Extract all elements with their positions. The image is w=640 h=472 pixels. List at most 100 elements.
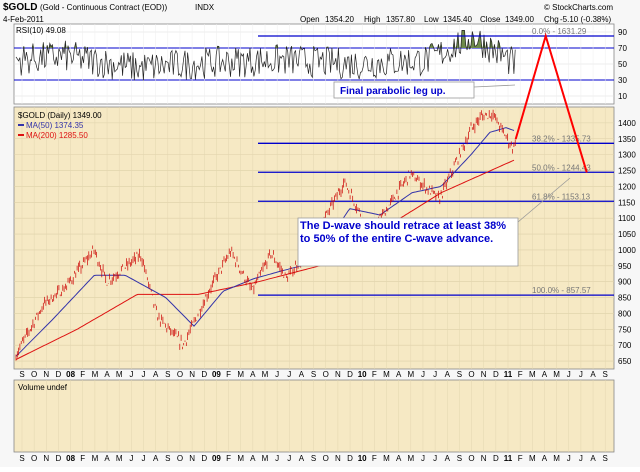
x-tick-label: A [396, 454, 402, 463]
x-tick-label: N [335, 370, 341, 379]
x-tick-label: O [177, 370, 183, 379]
x-axis-bottom: S O N D 08 F M A M J J A S O N D 09 F M A M J J A S O N D 10 F M A M J J A S… [19, 454, 608, 463]
x-tick-label: J [287, 370, 291, 379]
x-tick-label: M [383, 454, 390, 463]
x-tick-label: S [311, 370, 316, 379]
ma50-line [15, 127, 515, 357]
x-tick-label: A [250, 370, 256, 379]
header-high-label: High [364, 15, 380, 24]
x-tick-label: D [347, 454, 353, 463]
x-tick-label: J [275, 370, 279, 379]
x-tick-label: M [553, 454, 560, 463]
fib-label: 61.8% - 1153.13 [532, 192, 591, 201]
x-tick-label: S [165, 454, 170, 463]
x-tick-label: A [104, 454, 110, 463]
rsi-line [15, 30, 516, 81]
x-tick-label: M [262, 454, 269, 463]
x-tick-label: O [31, 370, 37, 379]
x-tick-label: A [153, 370, 159, 379]
x-tick-label: J [433, 370, 437, 379]
header-description: (Gold - Continuous Contract (EOD)) [40, 3, 167, 12]
parabolic-box [333, 81, 475, 99]
price-y-tick: 650 [618, 357, 632, 366]
x-tick-label: J [129, 454, 133, 463]
price-y-tick: 1000 [618, 246, 636, 255]
x-tick-label: M [262, 370, 269, 379]
x-tick-label: 09 [212, 454, 221, 463]
price-y-tick: 1300 [618, 151, 636, 160]
fib-lines: 0.0% - 1631.29 38.2% - 1335.73 50.0% - 124… [258, 27, 614, 296]
x-tick-label: N [481, 454, 487, 463]
x-tick-label: 08 [66, 370, 75, 379]
header-change: -5.10 (-0.38%) [560, 15, 611, 24]
x-tick-label: A [590, 370, 596, 379]
price-legend-ma200: MA(200) 1285.50 [26, 131, 88, 140]
x-tick-label: 11 [504, 454, 513, 463]
x-tick-label: M [237, 454, 244, 463]
x-tick-label: M [407, 370, 414, 379]
x-tick-label: A [445, 454, 451, 463]
rsi-tick: 90 [618, 28, 627, 37]
x-tick-label: N [335, 454, 341, 463]
x-tick-label: A [542, 454, 548, 463]
x-tick-label: M [92, 370, 99, 379]
x-tick-label: F [80, 454, 85, 463]
rsi-grid [14, 24, 614, 104]
x-tick-label: A [153, 454, 159, 463]
price-y-tick: 950 [618, 262, 632, 271]
rsi-tick: 50 [618, 60, 627, 69]
x-tick-label: A [445, 370, 451, 379]
parabolic-text: Final parabolic leg up. [340, 86, 446, 97]
dwave-text: The D-wave should retrace at least 38% t… [300, 220, 507, 245]
x-tick-label: F [80, 370, 85, 379]
header-change-label: Chg [544, 15, 559, 24]
x-tick-label: J [579, 370, 583, 379]
x-tick-label: M [237, 370, 244, 379]
ma200-line [15, 159, 515, 360]
x-tick-label: D [201, 370, 207, 379]
dwave-box [297, 217, 519, 267]
header-symbol: $GOLD [3, 2, 37, 13]
x-tick-label: J [142, 454, 146, 463]
price-y-tick: 1350 [618, 135, 636, 144]
x-tick-label: J [579, 454, 583, 463]
x-tick-label: N [43, 454, 49, 463]
x-tick-label: F [518, 370, 523, 379]
x-tick-label: D [56, 454, 62, 463]
header-close: 1349.00 [505, 15, 534, 24]
x-tick-label: 09 [212, 370, 221, 379]
x-tick-label: O [468, 370, 474, 379]
parabolic-annotation: Final parabolic leg up. [333, 81, 516, 99]
volume-grid [21, 380, 606, 452]
header-watermark: © StockCharts.com [544, 3, 613, 12]
x-tick-label: F [226, 454, 231, 463]
x-tick-label: F [372, 370, 377, 379]
fib-label: 50.0% - 1244.43 [532, 163, 591, 172]
header-high: 1357.80 [386, 15, 415, 24]
x-tick-label: O [31, 454, 37, 463]
fib-label: 38.2% - 1335.73 [532, 134, 591, 143]
parabolic-pointer [473, 84, 516, 88]
price-y-tick: 900 [618, 278, 632, 287]
x-tick-label: S [165, 370, 170, 379]
price-y-tick: 700 [618, 341, 632, 350]
x-tick-label: D [56, 370, 62, 379]
fib-label: 0.0% - 1631.29 [532, 27, 587, 36]
x-tick-label: S [603, 454, 608, 463]
price-y-tick: 1200 [618, 182, 636, 191]
x-tick-label: J [421, 454, 425, 463]
price-grid [14, 107, 614, 369]
x-tick-label: D [493, 454, 499, 463]
price-y-tick: 800 [618, 309, 632, 318]
x-tick-label: N [481, 370, 487, 379]
x-tick-label: S [19, 370, 24, 379]
x-axis-top: S O N D 08 F M A M J J A S O N D 09 F M A M J J A S O N D 10 F M A M J J A S… [19, 370, 608, 379]
x-tick-label: M [116, 370, 123, 379]
x-tick-label: J [567, 454, 571, 463]
x-tick-label: J [142, 370, 146, 379]
x-tick-label: A [396, 370, 402, 379]
volume-label: Volume undef [18, 383, 68, 392]
x-tick-label: O [323, 370, 329, 379]
x-tick-label: J [129, 370, 133, 379]
